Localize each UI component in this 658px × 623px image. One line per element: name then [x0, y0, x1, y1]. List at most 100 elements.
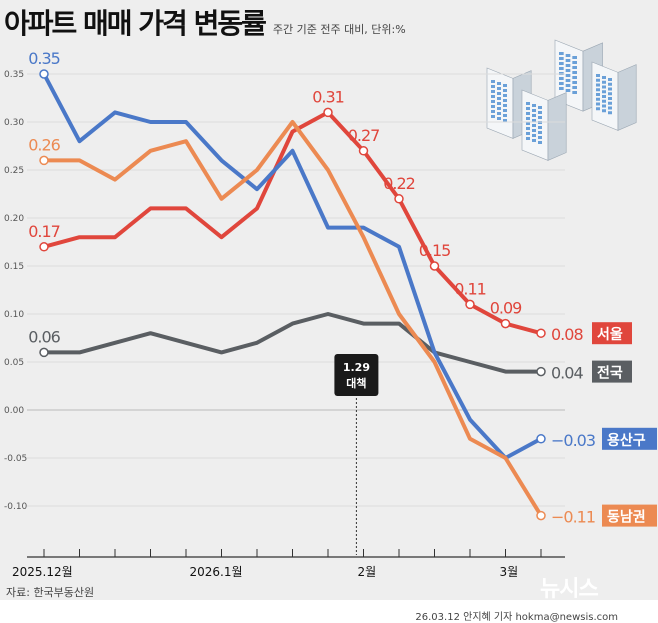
- building-window: [565, 59, 571, 62]
- building-window: [608, 101, 612, 105]
- building-window: [526, 117, 530, 120]
- building-side: [617, 64, 637, 131]
- building-window: [565, 79, 571, 82]
- building-window: [596, 88, 600, 92]
- building-window: [497, 82, 501, 85]
- source-note: 자료: 한국부동산원: [6, 586, 95, 599]
- building-window: [538, 116, 542, 119]
- annotation-text: 1.29: [343, 361, 370, 374]
- building-window: [497, 112, 501, 115]
- building-window: [596, 97, 600, 101]
- building-window: [572, 61, 577, 64]
- building-window: [526, 132, 530, 135]
- building-side: [547, 92, 567, 161]
- building-window: [491, 110, 495, 113]
- data-point: [39, 69, 49, 79]
- y-tick-label: 0.20: [4, 214, 24, 224]
- building-window: [602, 109, 606, 113]
- building-window: [602, 80, 606, 84]
- series-line-동남권: [44, 120, 543, 517]
- newsis-logo: 뉴시스: [540, 577, 599, 602]
- building-window: [565, 74, 571, 77]
- data-label: 0.26: [28, 135, 60, 154]
- building-window: [596, 102, 600, 106]
- data-label: 0.09: [490, 299, 522, 318]
- building-window: [565, 69, 571, 72]
- legend-label: 용산구: [607, 432, 646, 449]
- data-point: [536, 510, 546, 521]
- series-line-용산구: [42, 73, 542, 460]
- y-tick-label: 0.10: [4, 310, 24, 320]
- building-window: [608, 106, 612, 110]
- legend-badge: [592, 322, 632, 345]
- building-window: [538, 126, 542, 129]
- x-tick-label: 2025.12월: [12, 565, 73, 579]
- annotation-box: [334, 354, 379, 396]
- building-window: [532, 109, 536, 112]
- x-tick-label: 2026.1월: [190, 565, 243, 579]
- building-window: [572, 76, 577, 79]
- building-window: [572, 86, 577, 89]
- building-window: [596, 78, 600, 82]
- building-window: [532, 129, 536, 132]
- end-value-label: −0.11: [551, 508, 595, 527]
- building-window: [559, 77, 564, 80]
- y-tick-label: 0.25: [4, 166, 24, 176]
- building-window: [608, 82, 612, 86]
- building-window: [602, 85, 606, 89]
- building-window: [532, 119, 536, 122]
- building-window: [602, 104, 606, 108]
- building-window: [503, 89, 507, 92]
- building-window: [497, 92, 501, 95]
- credit-line: 26.03.12 안지혜 기자 hokma@newsis.com: [415, 612, 618, 623]
- legend-badge: [592, 360, 632, 383]
- series-line-전국: [44, 312, 541, 374]
- building-window: [608, 78, 612, 81]
- building-window: [503, 104, 507, 107]
- building-window: [503, 114, 507, 117]
- building-window: [559, 67, 564, 70]
- building-window: [602, 90, 606, 94]
- building-window: [532, 134, 536, 137]
- end-value-label: 0.08: [551, 325, 583, 344]
- y-tick-label: 0.05: [4, 358, 24, 368]
- building-window: [503, 119, 507, 122]
- data-point: [536, 366, 546, 377]
- building-window: [608, 111, 612, 115]
- building-window: [526, 102, 530, 105]
- building-window: [538, 111, 542, 114]
- end-value-label: −0.03: [551, 431, 595, 450]
- legend-badge: [602, 504, 657, 527]
- building-window: [596, 74, 600, 77]
- building-window: [565, 54, 571, 57]
- building-window: [491, 95, 495, 98]
- end-value-label: 0.04: [551, 364, 583, 383]
- data-label: 0.11: [454, 279, 486, 298]
- data-point: [500, 318, 511, 329]
- annotation-text: 대책: [346, 376, 366, 390]
- building-window: [538, 106, 542, 109]
- data-point: [536, 328, 546, 338]
- y-tick-label: -0.10: [4, 502, 28, 512]
- building-window: [565, 84, 571, 87]
- legend-label: 동남권: [607, 509, 646, 526]
- building-window: [572, 66, 577, 69]
- data-point: [429, 261, 440, 271]
- building-window: [559, 57, 564, 60]
- building-window: [559, 87, 564, 90]
- building-window: [526, 107, 530, 110]
- building-window: [608, 92, 612, 96]
- data-label: 0.22: [383, 174, 415, 193]
- data-point: [465, 299, 475, 310]
- y-tick-label: 0.35: [4, 70, 24, 80]
- x-tick-label: 3월: [500, 565, 519, 579]
- building-window: [596, 83, 600, 87]
- building-window: [503, 109, 507, 112]
- building-window: [491, 80, 495, 83]
- data-label: 0.15: [419, 241, 451, 260]
- building-window: [565, 64, 571, 67]
- building-window: [572, 71, 577, 74]
- y-tick-label: -0.05: [4, 454, 27, 464]
- building-window: [538, 141, 542, 144]
